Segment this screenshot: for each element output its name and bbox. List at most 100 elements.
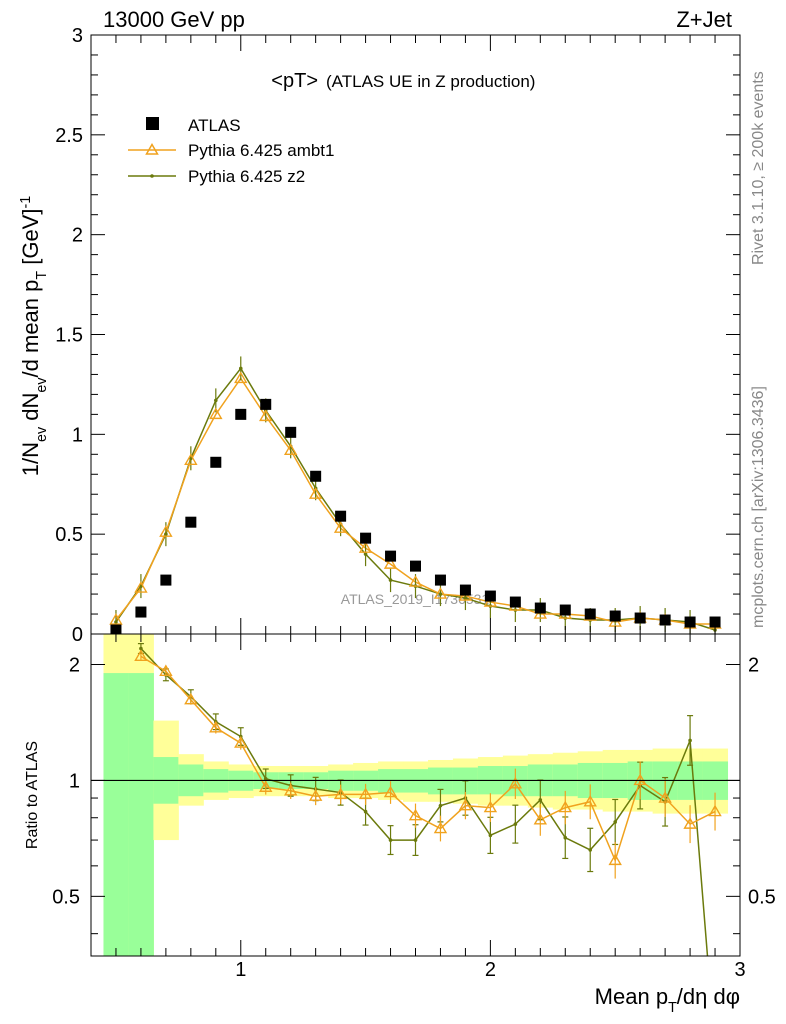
z2-ratio-point: [139, 646, 143, 651]
ambt1-ratio-point: [209, 720, 223, 733]
ambt1-ratio-point: [533, 812, 548, 825]
legend-label-z2: Pythia 6.425 z2: [188, 167, 305, 186]
x-tick-label: 1: [235, 959, 246, 981]
ambt1-ratio-point: [608, 853, 622, 866]
ambt1-point: [209, 407, 223, 420]
process-label: Z+Jet: [676, 7, 732, 32]
atlas-point: [484, 590, 496, 602]
z2-ratio-point: [563, 835, 568, 840]
atlas-point: [235, 408, 247, 420]
legend-marker-ambt1: [145, 143, 159, 155]
main-series-layer: [109, 356, 722, 634]
ambt1-ratio-point: [383, 785, 398, 798]
x-tick-label: 2: [485, 959, 496, 981]
legend: ATLAS Pythia 6.425 ambt1 Pythia 6.425 z2: [128, 116, 334, 186]
ambt1-ratio-point: [458, 798, 473, 811]
legend-label-ambt1: Pythia 6.425 ambt1: [188, 141, 334, 160]
ratio-y-tick-label: 1: [69, 770, 80, 792]
ambt1-ratio-point: [658, 791, 672, 803]
atlas-point: [385, 550, 397, 562]
axis-label-fragment: -1: [18, 196, 34, 209]
rivet-version-label: Rivet 3.1.10, ≥ 200k events: [750, 71, 767, 265]
ambt1-ratio-point: [708, 804, 722, 817]
axis-label-fragment: T: [34, 271, 50, 280]
axis-label-fragment: T: [668, 1000, 677, 1016]
atlas-point: [434, 574, 446, 586]
atlas-point: [260, 398, 272, 410]
ambt1-point: [259, 409, 273, 422]
atlas-point: [135, 606, 147, 618]
band-inner: [128, 673, 154, 956]
axis-label-fragment: Mean p: [595, 984, 668, 1009]
ambt1-point: [283, 443, 298, 456]
atlas-point: [584, 608, 596, 620]
ambt1-point: [383, 557, 398, 569]
ratio-y-tick-label: 2: [69, 654, 80, 676]
plot-title: <pT>: [271, 70, 318, 92]
ambt1-ratio-point: [283, 783, 298, 796]
atlas-point: [410, 560, 421, 572]
main-y-tick-label: 2.5: [55, 125, 83, 147]
z2-point: [363, 552, 368, 556]
x-axis-label: Mean pT/dη dφ: [595, 984, 740, 1016]
atlas-point: [534, 602, 546, 614]
axis-ticks: [90, 34, 741, 956]
ambt1-ratio-point: [358, 787, 373, 800]
atlas-point: [659, 614, 671, 626]
ambt1-ratio-point: [633, 773, 647, 786]
ambt1-point: [358, 541, 373, 553]
atlas-point: [709, 616, 721, 628]
ambt1-point: [134, 581, 148, 593]
atlas-point: [459, 584, 471, 596]
z2-ratio-point: [413, 838, 418, 842]
z2-ratio-point: [363, 809, 368, 814]
x-tick-label: 3: [734, 959, 745, 981]
z2-ratio-point: [688, 738, 692, 743]
axis-label-fragment: /d mean p: [18, 280, 43, 378]
main-y-tick-label: 3: [72, 25, 83, 47]
atlas-point: [160, 574, 172, 586]
atlas-point: [335, 510, 347, 522]
z2-point: [388, 578, 393, 582]
ambt1-ratio-point: [558, 800, 572, 813]
ambt1-ratio-line: [140, 655, 716, 863]
axis-label-fragment: [GeV]: [18, 209, 43, 271]
plot-subtitle: (ATLAS UE in Z production): [326, 72, 535, 91]
z2-ratio-point: [388, 838, 393, 842]
z2-ratio-point: [263, 776, 268, 781]
ambt1-point: [433, 587, 448, 599]
ambt1-ratio-point: [333, 787, 348, 800]
axis-label-fragment: /dη dφ: [677, 984, 740, 1009]
legend-label-atlas: ATLAS: [188, 116, 241, 135]
legend-marker-z2: [150, 174, 154, 178]
z2-ratio-line: [140, 648, 709, 956]
z2-point: [114, 620, 118, 624]
ambt1-ratio-point: [308, 789, 323, 801]
atlas-point: [310, 470, 322, 482]
z2-point: [214, 398, 218, 403]
ambt1-ratio-point: [408, 808, 423, 821]
atlas-point: [559, 604, 571, 616]
ratio-y-tick-label-right: 0.5: [748, 886, 776, 908]
z2-ratio-point: [613, 820, 617, 824]
ambt1-ratio-point: [159, 664, 173, 677]
ambt1-point: [109, 613, 123, 625]
atlas-point: [360, 532, 372, 544]
atlas-point: [285, 426, 297, 438]
main-y-tick-label: 0.5: [55, 524, 83, 546]
atlas-point: [684, 616, 696, 628]
ratio-series-layer: [134, 643, 722, 956]
main-y-axis-label: 1/Nev dNev/d mean pT [GeV]-1: [18, 196, 50, 476]
z2-ratio-point: [588, 848, 593, 852]
ambt1-point: [308, 487, 323, 499]
main-y-tick-label: 0: [72, 624, 83, 646]
axis-label-fragment: 1/N: [18, 442, 43, 476]
ambt1-ratio-point: [583, 794, 597, 807]
ambt1-point: [159, 525, 173, 537]
z2-point: [463, 596, 468, 600]
main-y-tick-label: 1.5: [55, 325, 83, 347]
ambt1-point: [234, 371, 248, 384]
ambt1-ratio-point: [259, 780, 273, 792]
ratio-y-tick-label-right: 2: [748, 654, 759, 676]
